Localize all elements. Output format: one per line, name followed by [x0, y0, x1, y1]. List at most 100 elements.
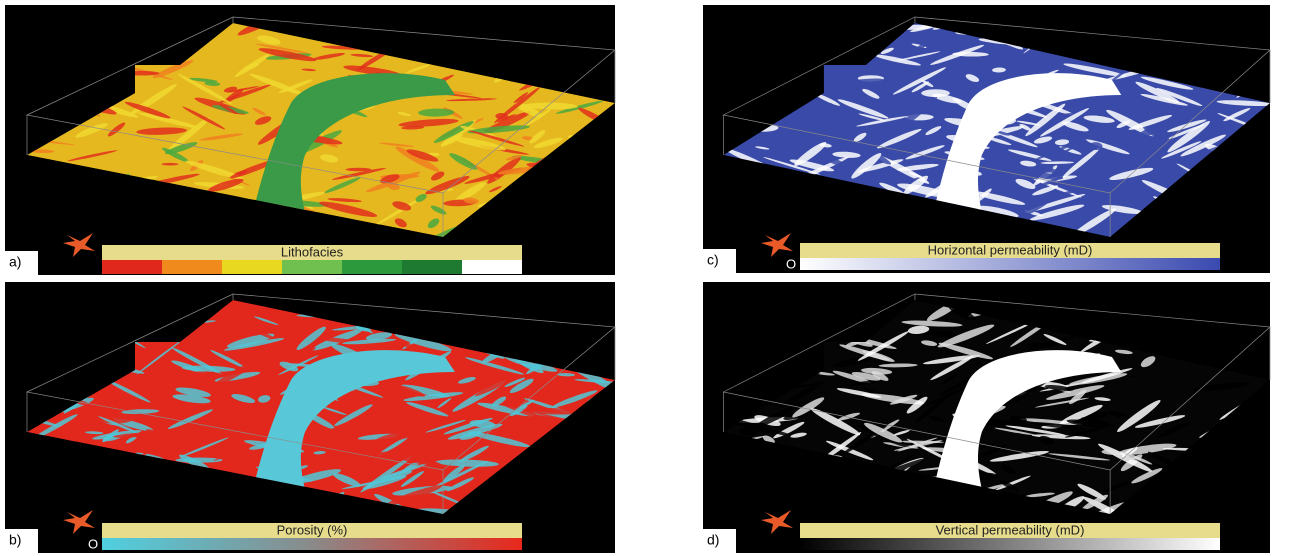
texture-streak — [555, 100, 603, 114]
texture-streak — [334, 404, 373, 427]
texture-streak — [1192, 382, 1250, 391]
texture-streak — [1054, 139, 1070, 146]
texture-streak — [467, 125, 530, 134]
texture-streak — [465, 357, 525, 375]
texture-streak — [345, 167, 372, 172]
texture-streak — [907, 325, 930, 335]
texture-streak — [252, 107, 266, 116]
texture-streak — [856, 116, 908, 127]
texture-streak — [1032, 139, 1084, 162]
texture-streak — [1156, 87, 1203, 107]
texture-streak — [209, 356, 265, 389]
texture-streak — [1128, 114, 1173, 130]
texture-streak — [851, 371, 881, 381]
texture-streak — [175, 457, 223, 463]
texture-streak — [98, 416, 141, 435]
texture-streak — [256, 330, 275, 340]
texture-streak — [415, 194, 427, 202]
texture-streak — [375, 429, 426, 443]
texture-streak — [832, 151, 861, 158]
label-bg — [5, 529, 38, 553]
texture-streak — [188, 77, 218, 83]
texture-streak — [836, 388, 882, 398]
colorbar-title: Vertical permeability (mD) — [936, 522, 1085, 537]
texture-streak — [999, 480, 1020, 492]
texture-streak — [443, 417, 493, 435]
texture-streak — [488, 186, 502, 193]
channel — [926, 350, 1122, 514]
texture-streak — [791, 103, 833, 120]
compass-icon — [63, 233, 95, 257]
texture-streak — [857, 331, 909, 361]
texture-streak — [182, 106, 226, 130]
texture-streak — [790, 432, 807, 438]
texture-streak — [1081, 417, 1111, 427]
label-bg — [703, 529, 736, 553]
texture-streak — [1063, 63, 1127, 77]
colorbar-segment — [102, 260, 162, 274]
texture-streak — [1019, 123, 1032, 131]
texture-streak — [347, 446, 366, 456]
texture-streak — [321, 406, 347, 415]
texture-streak — [1134, 415, 1186, 428]
texture-streak — [1031, 434, 1091, 440]
colorbar — [800, 258, 1220, 270]
texture-streak — [1091, 189, 1144, 194]
texture-streak — [386, 485, 443, 506]
colorbar-title: Lithofacies — [281, 244, 344, 259]
texture-streak — [810, 408, 861, 436]
texture-streak — [1064, 424, 1114, 438]
texture-streak — [92, 430, 142, 440]
colorbar-segment — [402, 260, 462, 274]
texture-streak — [1039, 435, 1055, 445]
texture-streak — [992, 67, 1006, 73]
colorbar-title-bg — [800, 243, 1220, 258]
texture-streak — [989, 450, 1049, 462]
texture-streak — [929, 415, 944, 422]
texture-streak — [395, 339, 425, 353]
texture-streak — [755, 146, 770, 150]
texture-streak — [1039, 108, 1090, 137]
texture-streak — [965, 74, 980, 83]
texture-streak — [1062, 186, 1098, 190]
texture-streak — [1009, 415, 1027, 424]
compass-icon — [63, 510, 95, 534]
texture-streak — [1066, 419, 1103, 428]
texture-streak — [379, 142, 415, 147]
texture-streak — [1044, 385, 1074, 391]
texture-streak — [435, 459, 499, 467]
colorbar-title-bg — [102, 523, 522, 538]
texture-streak — [812, 150, 850, 169]
texture-streak — [1025, 103, 1066, 137]
texture-streak — [880, 47, 894, 55]
texture-streak — [458, 439, 480, 451]
texture-streak — [257, 35, 281, 45]
texture-streak — [457, 376, 476, 384]
texture-streak — [874, 54, 921, 66]
texture-streak — [1071, 208, 1117, 237]
colorbar-title: Porosity (%) — [277, 522, 348, 537]
texture-streak — [1167, 119, 1207, 133]
texture-streak — [948, 305, 976, 321]
texture-streak — [896, 51, 941, 61]
texture-streak — [505, 154, 523, 161]
texture-streak — [829, 101, 862, 119]
texture-streak — [1122, 451, 1153, 465]
texture-streak — [452, 137, 506, 151]
texture-streak — [430, 205, 447, 215]
texture-streak — [312, 52, 346, 60]
texture-streak — [161, 162, 179, 166]
texture-streak — [495, 112, 509, 120]
texture-streak — [1062, 147, 1101, 179]
colorbar-min-label: O — [786, 256, 796, 271]
texture-streak — [921, 340, 938, 346]
texture-streak — [1167, 121, 1211, 153]
texture-streak — [425, 419, 466, 433]
texture-streak — [925, 126, 942, 136]
texture-streak — [453, 182, 486, 204]
texture-streak — [995, 475, 1031, 491]
texture-streak — [213, 447, 243, 462]
texture-streak — [509, 378, 534, 394]
texture-streak — [288, 347, 316, 355]
